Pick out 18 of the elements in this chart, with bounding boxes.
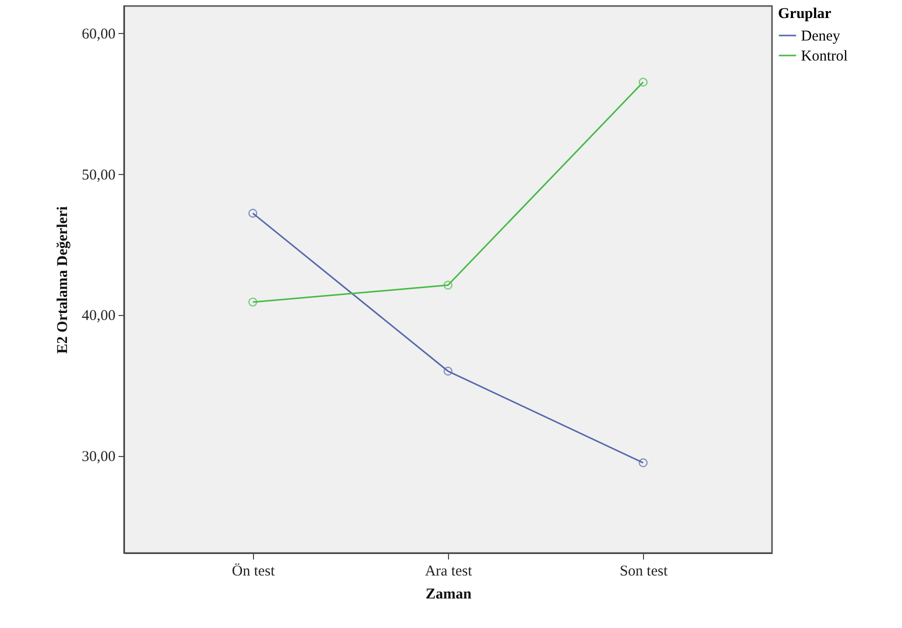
y-axis-title: E2 Ortalama Değerleri xyxy=(54,206,71,354)
x-tick-label: Son test xyxy=(620,564,668,580)
y-tick-label: 40,00 xyxy=(82,308,116,324)
y-tick-label: 50,00 xyxy=(82,167,116,184)
y-tick-label: 30,00 xyxy=(82,449,116,466)
point xyxy=(638,78,648,87)
legend-label: Kontrol xyxy=(801,48,848,64)
point xyxy=(444,280,452,290)
legend-label: Deney xyxy=(801,28,841,44)
x-axis-title: Zaman xyxy=(426,586,472,602)
point xyxy=(248,208,258,218)
legend-title: Gruplar xyxy=(778,6,832,22)
point xyxy=(444,366,452,376)
x-tick-label: Ön test xyxy=(232,562,276,580)
point xyxy=(248,298,258,307)
y-tick-label: 60,00 xyxy=(82,26,116,42)
x-tick-label: Ara test xyxy=(424,564,473,580)
point xyxy=(638,458,648,468)
